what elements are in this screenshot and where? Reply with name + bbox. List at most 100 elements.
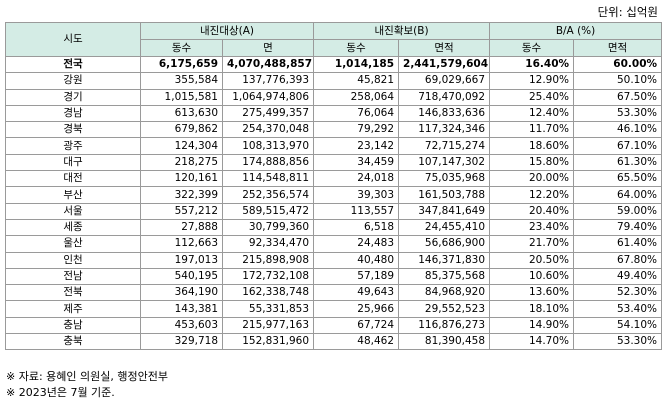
table-cell: 85,375,568 bbox=[398, 267, 491, 286]
table-cell: 540,195 bbox=[140, 267, 223, 286]
table-cell: 40,480 bbox=[313, 251, 400, 269]
table-cell: 75,035,968 bbox=[398, 170, 491, 188]
header-cell: 내진대상(A) bbox=[139, 22, 315, 40]
table-cell: 전북 bbox=[5, 284, 141, 302]
table-cell: 69,029,667 bbox=[398, 72, 491, 90]
table-cell: 부산 bbox=[5, 186, 141, 204]
table-cell: 24,018 bbox=[313, 170, 400, 188]
table-row: 경기 1,015,581 1,064,974,806 258,064 718,470,0… bbox=[5, 88, 663, 106]
table-cell: 14.90% bbox=[489, 316, 575, 335]
table-cell: 세종 bbox=[5, 218, 141, 237]
table-cell: 197,013 bbox=[140, 251, 223, 269]
table-cell: 215,898,908 bbox=[221, 251, 315, 269]
table-cell: 72,715,274 bbox=[398, 137, 491, 155]
table-cell: 162,338,748 bbox=[221, 284, 315, 302]
header-cell: 면적 bbox=[398, 39, 491, 57]
table-cell: 589,515,472 bbox=[221, 202, 315, 220]
table-cell: 12.20% bbox=[489, 186, 575, 204]
table-cell: 254,370,048 bbox=[221, 121, 315, 139]
table-cell: 107,147,302 bbox=[398, 153, 491, 172]
table-cell: 143,381 bbox=[140, 300, 223, 318]
table-cell: 경북 bbox=[5, 121, 141, 139]
table-cell: 329,718 bbox=[140, 333, 223, 351]
table-cell: 355,584 bbox=[140, 72, 223, 90]
table-cell: 61.40% bbox=[573, 235, 663, 253]
table-row: 경북 679,862 254,370,048 79,292 117,324,346 11.… bbox=[5, 121, 663, 139]
table-cell: 24,483 bbox=[313, 235, 400, 253]
table-cell: 52.30% bbox=[573, 284, 663, 302]
header-cell: 면적 bbox=[573, 39, 663, 57]
table-row: 부산 322,399 252,356,574 39,303 161,503,788 12.… bbox=[5, 186, 663, 204]
table-cell: 61.30% bbox=[573, 153, 663, 172]
table-cell: 29,552,523 bbox=[398, 300, 491, 318]
table-cell: 45,821 bbox=[313, 72, 400, 90]
table-cell: 67.50% bbox=[573, 88, 663, 106]
table-cell: 39,303 bbox=[313, 186, 400, 204]
table-cell: 172,732,108 bbox=[221, 267, 315, 286]
table-cell: 1,064,974,806 bbox=[221, 88, 315, 106]
header-cell: 내진확보(B) bbox=[313, 22, 491, 40]
table-body: 전국 6,175,659 4,070,488,857 1,014,185 2,441,5… bbox=[5, 55, 663, 351]
table-cell: 4,070,488,857 bbox=[221, 55, 315, 74]
table-cell: 48,462 bbox=[313, 333, 400, 351]
table-cell: 114,548,811 bbox=[221, 170, 315, 188]
table-cell: 557,212 bbox=[140, 202, 223, 220]
table-cell: 120,161 bbox=[140, 170, 223, 188]
table-cell: 53.30% bbox=[573, 104, 663, 123]
table-cell: 11.70% bbox=[489, 121, 575, 139]
footnotes: ※ 자료: 용혜인 의원실, 행정안전부 ※ 2023년은 7월 기준. bbox=[6, 369, 168, 401]
table-cell: 21.70% bbox=[489, 235, 575, 253]
table-cell: 13.60% bbox=[489, 284, 575, 302]
table-cell: 218,275 bbox=[140, 153, 223, 172]
table-cell: 161,503,788 bbox=[398, 186, 491, 204]
table-row: 대전 120,161 114,548,811 24,018 75,035,968 20.0… bbox=[5, 170, 663, 188]
table-cell: 79.40% bbox=[573, 218, 663, 237]
table-cell: 전남 bbox=[5, 267, 141, 286]
header-cell: 동수 bbox=[140, 39, 223, 57]
table-cell: 34,459 bbox=[313, 153, 400, 172]
header-cell: 동수 bbox=[489, 39, 575, 57]
table-cell: 679,862 bbox=[140, 121, 223, 139]
data-table: 시도 내진대상(A) 내진확보(B) B/A (%) 동수 면 동수 면적 동수 면적 전… bbox=[5, 22, 663, 351]
header-cell: 동수 bbox=[313, 39, 400, 57]
table-cell: 27,888 bbox=[140, 218, 223, 237]
table-cell: 215,977,163 bbox=[221, 316, 315, 335]
table-cell: 광주 bbox=[5, 137, 141, 155]
table-cell: 67,724 bbox=[313, 316, 400, 335]
table-cell: 174,888,856 bbox=[221, 153, 315, 172]
table-row: 강원 355,584 137,776,393 45,821 69,029,667 12.9… bbox=[5, 72, 663, 90]
table-cell: 15.80% bbox=[489, 153, 575, 172]
table-cell: 46.10% bbox=[573, 121, 663, 139]
table-cell: 79,292 bbox=[313, 121, 400, 139]
table-cell: 718,470,092 bbox=[398, 88, 491, 106]
table-cell: 강원 bbox=[5, 72, 141, 90]
table-cell: 146,371,830 bbox=[398, 251, 491, 269]
table-cell: 84,968,920 bbox=[398, 284, 491, 302]
table-cell: 453,603 bbox=[140, 316, 223, 335]
table-cell: 55,331,853 bbox=[221, 300, 315, 318]
table-row: 광주 124,304 108,313,970 23,142 72,715,274 18.6… bbox=[5, 137, 663, 155]
table-cell: 152,831,960 bbox=[221, 333, 315, 351]
table-row: 제주 143,381 55,331,853 25,966 29,552,523 18.10… bbox=[5, 300, 663, 318]
table-cell: 6,518 bbox=[313, 218, 400, 237]
header-cell: B/A (%) bbox=[489, 22, 663, 40]
table-cell: 116,876,273 bbox=[398, 316, 491, 335]
table-cell: 30,799,360 bbox=[221, 218, 315, 237]
table-cell: 충남 bbox=[5, 316, 141, 335]
table-row: 전국 6,175,659 4,070,488,857 1,014,185 2,441,5… bbox=[5, 55, 663, 74]
table-cell: 76,064 bbox=[313, 104, 400, 123]
table-cell: 1,014,185 bbox=[313, 55, 400, 74]
table-cell: 258,064 bbox=[313, 88, 400, 106]
table-cell: 23.40% bbox=[489, 218, 575, 237]
table-cell: 18.10% bbox=[489, 300, 575, 318]
table-cell: 전국 bbox=[5, 55, 141, 74]
table-cell: 92,334,470 bbox=[221, 235, 315, 253]
table-cell: 64.00% bbox=[573, 186, 663, 204]
table-cell: 49,643 bbox=[313, 284, 400, 302]
header-cell: 시도 bbox=[5, 22, 141, 57]
table-cell: 1,015,581 bbox=[140, 88, 223, 106]
table-cell: 108,313,970 bbox=[221, 137, 315, 155]
table-cell: 제주 bbox=[5, 300, 141, 318]
table-cell: 18.60% bbox=[489, 137, 575, 155]
table-cell: 53.40% bbox=[573, 300, 663, 318]
